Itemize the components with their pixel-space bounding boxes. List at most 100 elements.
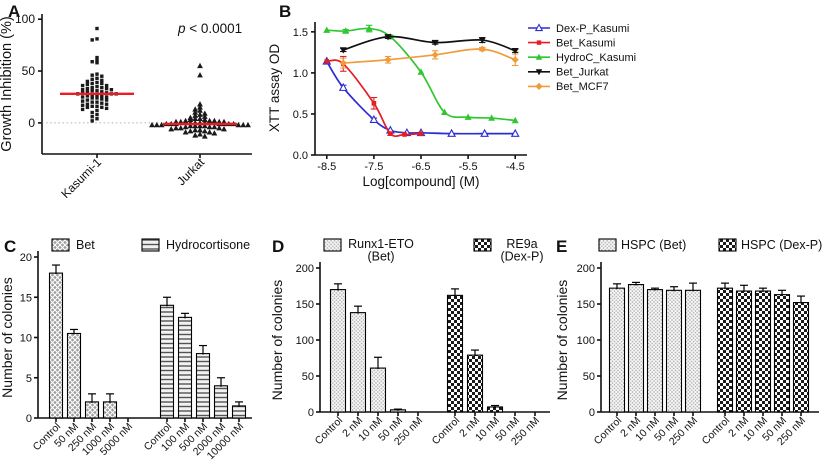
scatter-group-Jurkat xyxy=(149,62,251,139)
panel-e-label: E xyxy=(556,237,568,256)
y-tick-label: 10 xyxy=(20,333,32,345)
y-tick-label: 100 xyxy=(15,12,35,26)
legend-label: RE9a xyxy=(506,237,537,251)
bar xyxy=(684,289,702,413)
bar-group-RE9a (Dex-P) xyxy=(446,288,504,413)
y-tick-label: 50 xyxy=(302,371,314,383)
x-tick-label: -7.5 xyxy=(364,161,383,173)
y-tick-label: 1.5 xyxy=(293,27,308,39)
x-category-label: Kasumi-1 xyxy=(58,155,104,201)
bar xyxy=(159,304,175,419)
series-Bet_Jurkat xyxy=(339,34,519,55)
bar xyxy=(369,367,387,413)
legend-item-HydroC_Kasumi: HydroC_Kasumi xyxy=(528,52,636,64)
legend-label: Bet xyxy=(76,238,95,252)
panel-b-label: B xyxy=(279,2,292,21)
y-tick-label: 200 xyxy=(296,263,314,275)
bar xyxy=(231,405,247,419)
y-tick-label: 100 xyxy=(577,335,595,347)
panel-a-label: A xyxy=(8,2,21,21)
legend-item-Bet: Bet xyxy=(51,238,95,252)
legend-swatch xyxy=(323,238,342,252)
bar xyxy=(735,290,753,413)
legend-swatch xyxy=(598,238,617,252)
x-tick-label: -6.5 xyxy=(412,161,431,173)
legend-label: Hydrocortisone xyxy=(166,238,250,252)
panel-c-label: C xyxy=(4,237,17,256)
legend-label: (Bet) xyxy=(367,250,394,264)
y-tick-label: 15 xyxy=(20,292,32,304)
x-tick-label: -5.5 xyxy=(459,161,478,173)
y-tick-label: 50 xyxy=(583,371,595,383)
bar xyxy=(102,401,118,419)
bar xyxy=(754,290,772,413)
scatter-group-Kasumi-1 xyxy=(76,26,118,123)
legend-label: Bet_Jurkat xyxy=(556,67,609,79)
bar xyxy=(177,316,193,419)
y-tick-label: 0 xyxy=(28,116,35,130)
y-tick-label: 150 xyxy=(296,299,314,311)
bar xyxy=(213,385,229,419)
bar xyxy=(646,289,664,413)
legend-item-HSPC (Dex-P): HSPC (Dex-P) xyxy=(718,238,822,252)
bar xyxy=(329,289,347,413)
legend-item-Bet_Kasumi: Bet_Kasumi xyxy=(528,37,615,49)
bar-group-HSPC (Bet) xyxy=(608,281,702,413)
legend-swatch xyxy=(141,238,160,252)
legend-label: Runx1-ETO xyxy=(348,237,414,251)
bar xyxy=(446,294,464,413)
legend-label: Bet_MCF7 xyxy=(556,81,609,93)
legend-item-Bet_MCF7: Bet_MCF7 xyxy=(528,81,609,93)
y-tick-label: 0 xyxy=(26,413,32,425)
legend-item-Dex-P_Kasumi: Dex-P_Kasumi xyxy=(528,23,629,35)
legend-item-Hydrocortisone: Hydrocortisone xyxy=(141,238,250,252)
bar-group-Runx1-ETO (Bet) xyxy=(329,283,407,413)
y-axis-title: Number of colonies xyxy=(0,277,15,398)
legend-item-RE9a (Dex-P): RE9a(Dex-P) xyxy=(473,237,544,264)
y-tick-label: 0.5 xyxy=(293,109,308,121)
legend: Dex-P_Kasumi Bet_Kasumi HydroC_Kasumi Bet_J… xyxy=(528,23,636,93)
x-tick-label: -4.5 xyxy=(506,161,525,173)
series-Bet_Kasumi xyxy=(324,55,424,138)
legend-label: Dex-P_Kasumi xyxy=(556,23,629,35)
y-tick-label: 150 xyxy=(577,299,595,311)
legend-swatch xyxy=(51,238,70,252)
bar xyxy=(66,332,82,419)
legend-label: HSPC (Dex-P) xyxy=(741,238,822,252)
y-axis-title: Number of colonies xyxy=(269,280,285,401)
legend-label: HydroC_Kasumi xyxy=(556,52,636,64)
legend-label: Bet_Kasumi xyxy=(556,37,615,49)
legend-item-HSPC (Bet): HSPC (Bet) xyxy=(598,238,686,252)
panel-a-chart: 0 50 100 Kasumi-1 Jurkat p < 0.0001 Growth Inh… xyxy=(0,12,252,201)
bar xyxy=(773,294,791,413)
y-axis-title: XTT assay OD xyxy=(267,44,282,133)
y-tick-label: 1.0 xyxy=(293,68,308,80)
y-tick-label: 200 xyxy=(577,263,595,275)
bar xyxy=(608,287,626,413)
bar-group-Hydrocortisone xyxy=(159,296,247,419)
y-tick-label: 0 xyxy=(308,407,314,419)
series-HydroC_Kasumi xyxy=(323,24,519,124)
x-tick-label: -8.5 xyxy=(317,161,336,173)
panel-b-chart: 0.0 0.5 1.0 1.5 -8.5 -7.5 -6.5 -5.5 -4.5 Log[comp… xyxy=(267,22,636,189)
x-axis-title: Log[compound] (M) xyxy=(362,174,479,189)
legend-label: (Dex-P) xyxy=(500,250,543,264)
panel-a-plot: 0 50 100 Kasumi-1 Jurkat p < 0.0001 Growth Inh… xyxy=(0,12,252,201)
bar xyxy=(665,289,683,413)
panel-b-plot: 0.0 0.5 1.0 1.5 -8.5 -7.5 -6.5 -5.5 -4.5 Log[comp… xyxy=(267,22,636,189)
bar xyxy=(84,401,100,419)
panel-d-label: D xyxy=(272,237,285,256)
y-tick-label: 100 xyxy=(296,335,314,347)
y-tick-label: 5 xyxy=(26,373,32,385)
bar xyxy=(48,272,64,419)
series-Bet_MCF7 xyxy=(339,45,519,69)
y-tick-label: 50 xyxy=(22,64,36,78)
p-value-annotation: p < 0.0001 xyxy=(177,21,242,36)
bar xyxy=(792,302,810,413)
bar xyxy=(349,312,367,413)
